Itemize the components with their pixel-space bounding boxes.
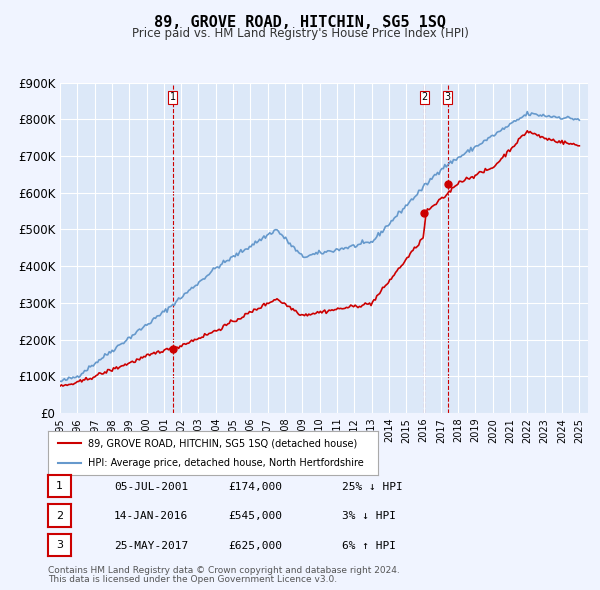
Text: 3% ↓ HPI: 3% ↓ HPI — [342, 512, 396, 521]
Text: 3: 3 — [56, 540, 63, 550]
Text: This data is licensed under the Open Government Licence v3.0.: This data is licensed under the Open Gov… — [48, 575, 337, 584]
Text: £545,000: £545,000 — [228, 512, 282, 521]
Text: HPI: Average price, detached house, North Hertfordshire: HPI: Average price, detached house, Nort… — [88, 458, 364, 467]
Text: Contains HM Land Registry data © Crown copyright and database right 2024.: Contains HM Land Registry data © Crown c… — [48, 566, 400, 575]
Text: 1: 1 — [56, 481, 63, 491]
Text: 2: 2 — [421, 92, 427, 102]
Text: 3: 3 — [445, 92, 451, 102]
Text: 89, GROVE ROAD, HITCHIN, SG5 1SQ (detached house): 89, GROVE ROAD, HITCHIN, SG5 1SQ (detach… — [88, 438, 357, 448]
Text: 2: 2 — [56, 511, 63, 520]
Text: 89, GROVE ROAD, HITCHIN, SG5 1SQ: 89, GROVE ROAD, HITCHIN, SG5 1SQ — [154, 15, 446, 30]
Text: 05-JUL-2001: 05-JUL-2001 — [114, 482, 188, 491]
Text: 25% ↓ HPI: 25% ↓ HPI — [342, 482, 403, 491]
Text: 1: 1 — [170, 92, 176, 102]
Text: Price paid vs. HM Land Registry's House Price Index (HPI): Price paid vs. HM Land Registry's House … — [131, 27, 469, 40]
Text: £625,000: £625,000 — [228, 541, 282, 550]
Text: 6% ↑ HPI: 6% ↑ HPI — [342, 541, 396, 550]
Text: 25-MAY-2017: 25-MAY-2017 — [114, 541, 188, 550]
Text: £174,000: £174,000 — [228, 482, 282, 491]
Text: 14-JAN-2016: 14-JAN-2016 — [114, 512, 188, 521]
